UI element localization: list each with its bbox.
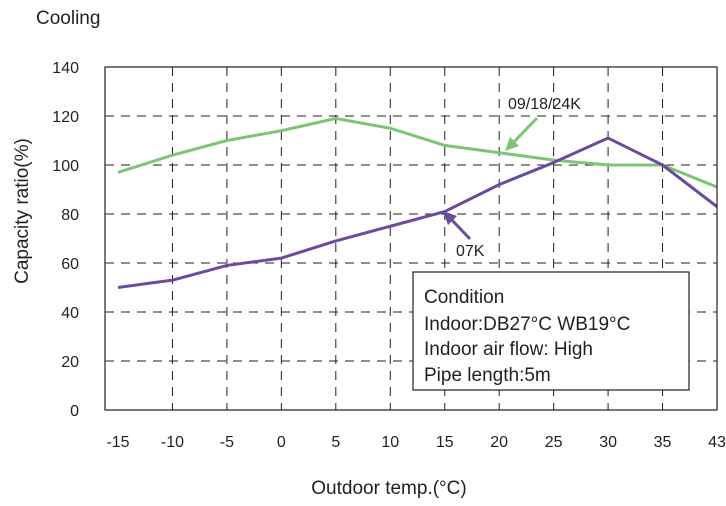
- condition-box: Condition Indoor:DB27°C WB19°C Indoor ai…: [412, 271, 690, 391]
- x-tick-label: -5: [220, 434, 234, 451]
- y-tick-label: 0: [70, 403, 79, 420]
- plot-area-frame: [104, 66, 718, 411]
- condition-indoor-air-flow: Indoor air flow: High: [424, 339, 593, 360]
- y-tick-label: 40: [61, 305, 79, 322]
- series-lines: [117, 116, 718, 289]
- series-line-07k: [117, 136, 718, 289]
- x-tick-label: -10: [161, 434, 184, 451]
- x-tick-label: 0: [277, 434, 286, 451]
- x-tick-label: 35: [654, 434, 672, 451]
- y-tick-label: 120: [52, 109, 79, 126]
- condition-title: Condition: [424, 287, 504, 308]
- series-line-09-18-24k: [117, 116, 718, 189]
- chart-title: Cooling: [36, 8, 100, 29]
- grid-lines: [105, 67, 717, 410]
- series-label-09-18-24k: 09/18/24K: [508, 96, 581, 113]
- series-arrow-07k-shaft: [448, 216, 472, 241]
- x-tick-label: 20: [490, 434, 508, 451]
- y-tick-label: 60: [61, 256, 79, 273]
- series-arrow-09-18-24k-shaft: [510, 116, 539, 146]
- x-tick-label: 25: [545, 434, 563, 451]
- x-tick-label: 30: [599, 434, 617, 451]
- series-label-07k: 07K: [456, 243, 485, 260]
- y-tick-label: 100: [52, 158, 79, 175]
- x-tick-label: 15: [436, 434, 454, 451]
- x-tick-label: 43: [708, 434, 726, 451]
- condition-box-frame: [412, 271, 690, 391]
- y-tick-label: 140: [52, 60, 79, 77]
- x-tick-label: 10: [381, 434, 399, 451]
- x-axis-ticks: -15 -10 -5 0 5 10 15 20 25 30 35 43: [106, 434, 726, 451]
- x-axis-title: Outdoor temp.(°C): [311, 478, 466, 499]
- series-annotations: 09/18/24K 07K: [443, 96, 581, 260]
- condition-pipe-length: Pipe length:5m: [424, 365, 551, 386]
- y-tick-label: 80: [61, 207, 79, 224]
- y-tick-label: 20: [61, 354, 79, 371]
- condition-indoor-temp: Indoor:DB27°C WB19°C: [424, 314, 630, 335]
- series-arrow-07k-head: [443, 211, 457, 225]
- y-axis-title: Capacity ratio(%): [12, 138, 33, 284]
- x-tick-label: 5: [331, 434, 340, 451]
- series-arrow-09-18-24k-head: [505, 137, 519, 151]
- x-tick-label: -15: [106, 434, 129, 451]
- y-axis-ticks: 0 20 40 60 80 100 120 140: [52, 60, 79, 420]
